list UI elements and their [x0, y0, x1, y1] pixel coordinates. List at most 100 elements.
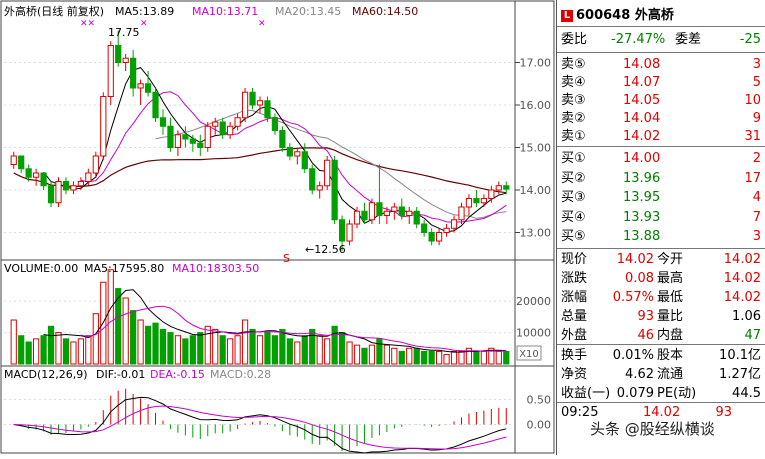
candle-body	[152, 91, 159, 119]
volume-bar	[241, 319, 249, 365]
order-label: 卖③	[561, 93, 586, 108]
macd-tick-label: 0.50	[527, 394, 552, 407]
volume-bar	[435, 350, 443, 365]
candle-body	[18, 155, 25, 170]
weibi-value: -27.47%	[611, 32, 666, 47]
stat-value: 46	[637, 328, 654, 343]
stat-label: 量比	[657, 309, 684, 324]
candle-body	[62, 181, 70, 191]
candle-body	[219, 121, 226, 136]
volume-bar	[316, 335, 323, 365]
candle-body	[488, 189, 495, 199]
stat-value: 14.02	[723, 290, 761, 305]
price-tick-label: 13.00	[520, 227, 552, 240]
candle-body	[174, 134, 182, 148]
buy-order-row: 买③ 13.95 4	[557, 188, 765, 208]
stat-label: 内盘	[657, 328, 684, 343]
candle-body	[10, 155, 17, 165]
volume-bar	[167, 332, 174, 365]
price-tick-label: 16.00	[520, 99, 552, 112]
ma60-label: MA60:14.50	[352, 5, 418, 18]
vol-ma5-label: MA5:17595.80	[84, 262, 164, 275]
candle-body	[47, 185, 55, 204]
volume-bar	[346, 341, 353, 365]
sell-order-row: 卖④ 14.07 5	[557, 73, 765, 93]
volume-bar	[286, 338, 293, 365]
candle-body	[227, 125, 234, 136]
order-volume: 3	[752, 229, 761, 244]
ma60-line	[13, 147, 507, 194]
stat-value: 0.08	[625, 271, 654, 286]
ma10-line	[80, 91, 507, 223]
candle-body	[331, 159, 338, 221]
watermark: 头条 @股经纵横谈	[590, 420, 715, 438]
volume-bar	[249, 328, 256, 365]
volume-bar	[279, 328, 286, 365]
volume-bar	[450, 350, 458, 365]
stat-label: 换手	[561, 348, 588, 363]
candle-body	[234, 117, 241, 127]
high-price-annotation: 17.75	[108, 26, 140, 39]
candle-body	[249, 91, 256, 106]
stat-value: 0.079	[616, 386, 654, 401]
volume-bar	[137, 319, 144, 365]
stat-label: 收益(一)	[561, 386, 611, 401]
candle-body	[182, 134, 189, 140]
volume-bar	[324, 338, 331, 365]
candle-body	[159, 117, 167, 127]
candle-body	[70, 185, 77, 191]
candle-body	[137, 83, 144, 89]
sell-order-row: 卖⑤ 14.08 3	[557, 55, 765, 75]
volume-bar	[480, 350, 487, 365]
volume-bar	[234, 335, 241, 365]
order-volume: 17	[744, 170, 761, 186]
candle-body	[279, 130, 286, 148]
candle-body	[309, 168, 316, 191]
candle-body	[443, 227, 450, 233]
volume-bar	[331, 325, 338, 365]
tick-price: 14.02	[643, 405, 681, 420]
volume-bar	[458, 350, 465, 365]
vol-ma5-line	[43, 289, 507, 353]
chart-svg[interactable]: 17.00 16.00 15.00 14.00 13.00 外高桥(日线 前复权) MA5:…	[0, 0, 555, 455]
price-tick-label: 14.00	[520, 184, 552, 197]
candle-body	[473, 198, 480, 204]
volume-tick-label: 10000	[516, 327, 551, 340]
order-price: 14.08	[623, 57, 661, 72]
candle-body	[398, 206, 405, 216]
candle-body	[495, 185, 502, 191]
stat-label: 涨跌	[561, 271, 588, 286]
candle-body	[130, 57, 137, 89]
stat-label: PE(动)	[657, 386, 697, 401]
stat-label: 流通	[657, 367, 684, 382]
volume-bar	[391, 347, 398, 365]
candle-body	[294, 151, 301, 157]
stat-row: 总量 93 量比 1.06	[557, 307, 765, 327]
kline-chart-area[interactable]: 17.00 16.00 15.00 14.00 13.00 外高桥(日线 前复权) MA5:…	[0, 0, 555, 455]
ma20-label: MA20:13.45	[275, 5, 341, 18]
zoom-scale-label: X10	[519, 349, 539, 360]
volume-bar	[85, 335, 92, 365]
buy-order-row: 买① 14.00 2	[557, 149, 765, 169]
candle-body	[197, 142, 204, 148]
dea-label: DEA:-0.15	[150, 368, 205, 381]
candle-body	[212, 121, 219, 127]
buy-order-row: 买② 13.96 17	[557, 169, 765, 189]
volume-bar	[62, 338, 70, 365]
volume-bar	[130, 310, 137, 365]
candle-body	[33, 172, 40, 178]
stat-label: 总量	[561, 309, 588, 324]
stat-value: 1.27亿	[719, 367, 761, 382]
zoom-scale-box	[516, 345, 542, 361]
stat-value: 44.5	[732, 386, 761, 401]
stat-row: 涨跌 0.08 最高 14.02	[557, 269, 765, 289]
weicha-value: -25	[739, 32, 761, 47]
order-volume: 7	[752, 209, 761, 225]
volume-bar	[152, 322, 159, 365]
volume-bar	[256, 335, 264, 365]
candle-body	[189, 138, 196, 144]
candle-body	[55, 181, 62, 204]
stat-label: 最高	[657, 271, 684, 286]
candle-body	[77, 181, 85, 187]
volume-tick-label: 20000	[516, 295, 551, 308]
